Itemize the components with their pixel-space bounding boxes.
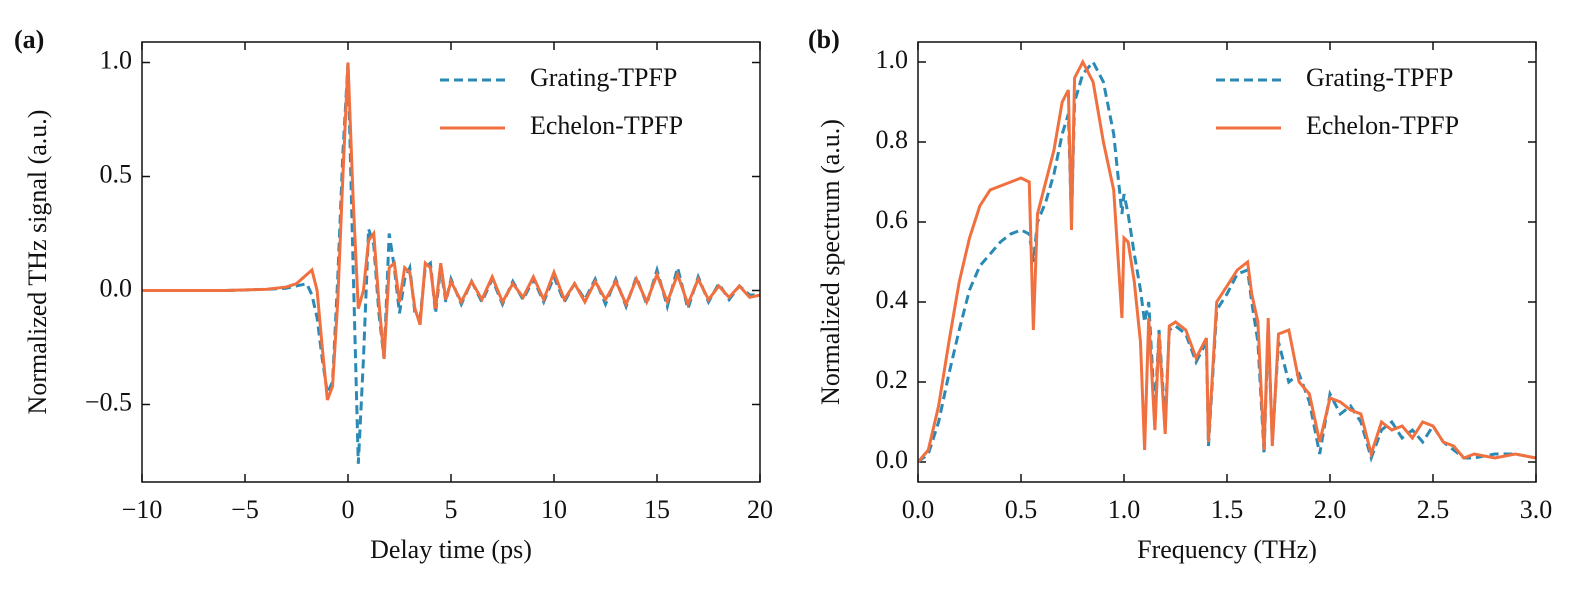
legend-label: Grating-TPFP [1306, 63, 1453, 92]
x-tick-label: −10 [122, 495, 163, 524]
x-tick-label: 20 [747, 495, 773, 524]
x-axis-label: Delay time (ps) [370, 535, 532, 564]
y-tick-label: 0.2 [876, 365, 909, 394]
legend-label: Grating-TPFP [530, 63, 677, 92]
x-tick-label: −5 [231, 495, 259, 524]
x-tick-label: 1.5 [1211, 495, 1244, 524]
x-tick-label: 15 [644, 495, 670, 524]
panel-label: (b) [808, 25, 840, 54]
x-tick-label: 10 [541, 495, 567, 524]
series-line [918, 58, 1536, 463]
y-tick-label: 0.0 [100, 273, 133, 302]
y-tick-label: 1.0 [100, 45, 133, 74]
y-tick-label: 0.4 [876, 285, 909, 314]
x-tick-label: 0 [342, 495, 355, 524]
x-tick-label: 3.0 [1520, 495, 1553, 524]
y-tick-label: 0.8 [876, 125, 909, 154]
x-tick-label: 5 [445, 495, 458, 524]
plot-frame [141, 41, 761, 483]
y-axis-label: Normalized THz signal (a.u.) [23, 110, 52, 415]
x-tick-label: 1.0 [1108, 495, 1141, 524]
x-axis-label: Frequency (THz) [1137, 535, 1317, 564]
y-tick-label: 0.0 [876, 445, 909, 474]
y-tick-label: 0.5 [100, 159, 133, 188]
y-tick-label: 0.6 [876, 205, 909, 234]
y-tick-label: −0.5 [85, 387, 132, 416]
x-tick-label: 0.0 [902, 495, 935, 524]
series-line [142, 62, 760, 401]
x-tick-label: 2.0 [1314, 495, 1347, 524]
x-tick-label: 0.5 [1005, 495, 1038, 524]
y-axis-label: Normalized spectrum (a.u.) [816, 119, 845, 405]
legend-label: Echelon-TPFP [1306, 111, 1459, 140]
panel-label: (a) [14, 25, 44, 54]
x-tick-label: 2.5 [1417, 495, 1450, 524]
y-tick-label: 1.0 [876, 45, 909, 74]
plot-frame [917, 41, 1537, 483]
legend-label: Echelon-TPFP [530, 111, 683, 140]
